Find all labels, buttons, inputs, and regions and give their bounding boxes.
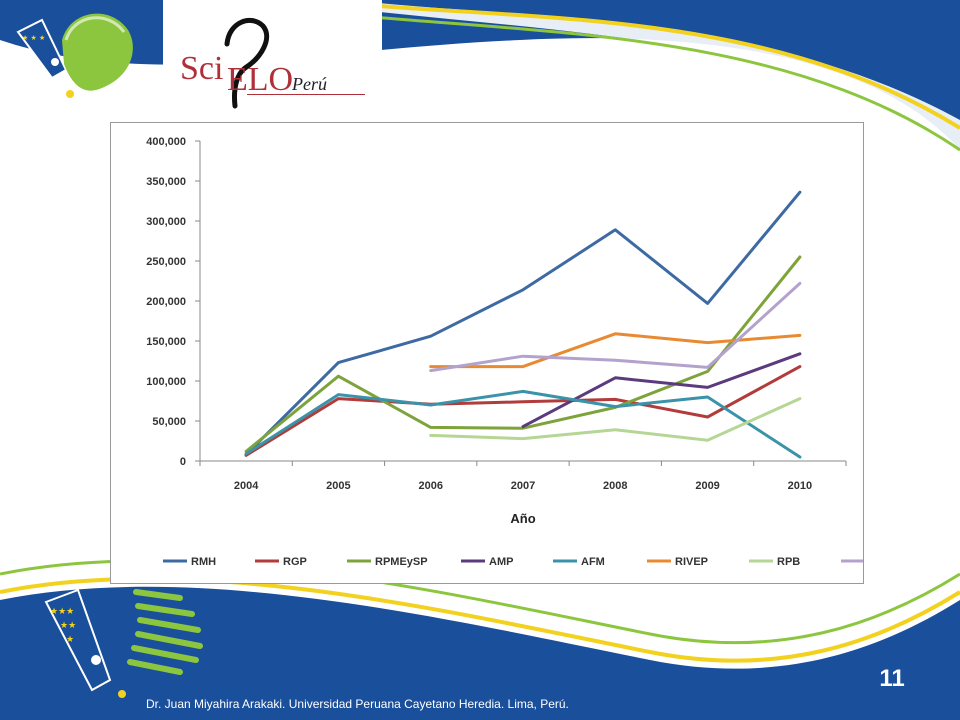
legend-label: RPMEySP [375,556,428,568]
series-line-rpmeysp [244,255,802,453]
x-tick-label: 2008 [603,480,627,492]
line-chart: 0 50,000 100,000 150,000 200,000 250,000 300,0… [146,136,863,568]
legend-label: RIVEP [675,556,708,568]
x-axis-label: Año [510,511,535,526]
y-tick-label: 250,000 [146,256,186,268]
series-line-iigeo [429,281,802,373]
series-line-rmh [244,190,802,457]
logo-sci: Sci [180,50,224,87]
logo-elo: ELO [227,61,294,98]
x-tick-label: 2006 [418,480,442,492]
series-line-rgp [244,365,802,457]
pen-icon-bottom: ★★★ ★★ ★ [44,588,203,698]
x-tick-label: 2005 [326,480,350,492]
svg-text:★★★: ★★★ [50,607,74,617]
x-tick-label: 2007 [511,480,535,492]
footer-text: Dr. Juan Miyahira Arakaki. Universidad P… [146,697,569,711]
svg-text:★: ★ [66,635,74,645]
y-tick-label: 50,000 [152,416,186,428]
legend-label: RPB [777,556,800,568]
y-tick-label: 350,000 [146,176,186,188]
logo-underline [247,94,365,95]
chart-frame: 0 50,000 100,000 150,000 200,000 250,000 300,0… [110,122,864,584]
pen-icon-top: ★ ★ ★ [16,13,133,98]
x-tick-label: 2004 [234,480,259,492]
logo-swoosh-icon [224,18,270,109]
legend-label: AMP [489,556,513,568]
x-tick-label: 2009 [695,480,719,492]
logo-country: Perú [292,74,327,94]
series-line-afm [244,389,802,459]
y-tick-label: 150,000 [146,336,186,348]
legend-label: AFM [581,556,605,568]
legend-label: RGP [283,556,307,568]
y-tick-label: 0 [180,456,186,468]
svg-text:★ ★ ★: ★ ★ ★ [22,34,45,42]
y-tick-label: 400,000 [146,136,186,148]
x-tick-label: 2010 [788,480,812,492]
series-line-rpb [429,397,802,442]
logo-box [163,0,382,118]
y-tick-label: 300,000 [146,216,186,228]
svg-text:★★: ★★ [60,621,76,631]
y-tick-label: 200,000 [146,296,186,308]
legend-label: RMH [191,556,216,568]
page-number: 11 [879,665,905,692]
series-line-amp [521,352,802,429]
y-tick-label: 100,000 [146,376,186,388]
